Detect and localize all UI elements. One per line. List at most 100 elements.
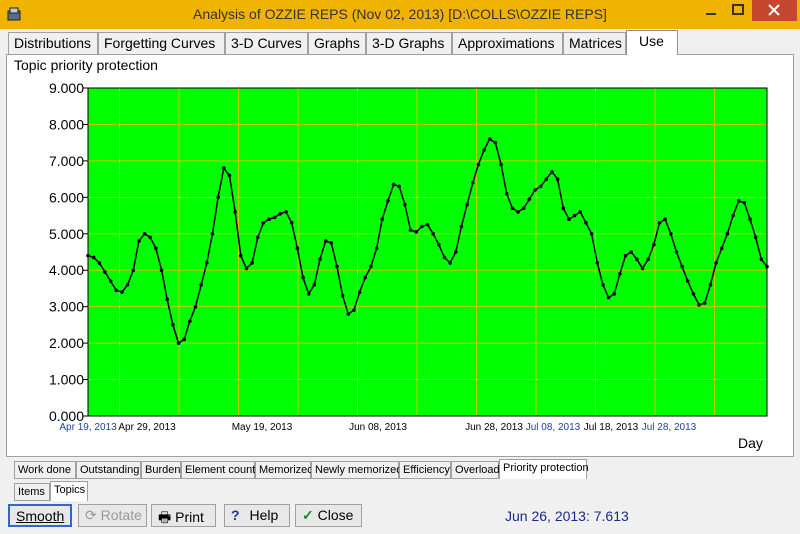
subtab-element-count[interactable]: Element count [181, 461, 255, 479]
data-point-110 [708, 283, 713, 287]
data-point-111 [714, 261, 718, 265]
subtab-overload[interactable]: Overload [451, 461, 500, 479]
tab-distributions[interactable]: Distributions [8, 32, 98, 54]
tab-forgetting-curves[interactable]: Forgetting Curves [98, 32, 225, 54]
y-tick-label-8: 8.000 [49, 116, 84, 132]
data-point-40 [312, 283, 317, 287]
data-point-84 [561, 206, 566, 211]
data-point-105 [680, 264, 684, 269]
tab-graphs[interactable]: Graphs [308, 32, 366, 54]
data-point-93 [612, 292, 617, 296]
x-tick-label-7: Jul 28, 2013 [642, 422, 697, 433]
data-point-1 [91, 255, 96, 260]
data-point-99 [646, 257, 650, 262]
subtab-efficiency[interactable]: Efficiency [399, 461, 451, 479]
subtab-work-done[interactable]: Work done [14, 461, 76, 479]
data-point-56 [403, 202, 407, 207]
tab-3d-graphs[interactable]: 3-D Graphs [366, 32, 452, 54]
data-point-85 [567, 217, 571, 221]
data-point-72 [493, 140, 498, 145]
subtab-priority-protection[interactable]: Priority protection [499, 459, 589, 479]
window-title: Analysis of OZZIE REPS (Nov 02, 2013) [D… [193, 6, 607, 22]
data-point-4 [108, 279, 113, 283]
data-point-7 [125, 283, 130, 287]
y-tick-label-7: 7.000 [49, 153, 84, 169]
data-point-46 [346, 312, 351, 316]
data-point-96 [629, 250, 633, 254]
data-point-55 [397, 184, 402, 189]
data-point-59 [420, 224, 424, 229]
tab-3d-curves[interactable]: 3-D Curves [225, 32, 308, 54]
data-point-47 [352, 308, 356, 313]
data-point-102 [663, 217, 667, 221]
help-button[interactable]: ? Help [224, 504, 290, 527]
checkmark-icon: ✓ [302, 507, 314, 523]
data-point-71 [487, 137, 492, 141]
data-point-28 [244, 266, 249, 271]
data-point-9 [137, 239, 141, 243]
data-point-65 [453, 250, 458, 254]
data-point-119 [759, 257, 764, 262]
data-point-90 [595, 261, 600, 265]
x-tick-label-0: Apr 19, 2013 [59, 422, 117, 433]
close-window-button[interactable] [752, 0, 797, 21]
data-point-109 [702, 301, 707, 305]
data-point-26 [233, 210, 237, 214]
data-point-117 [748, 217, 752, 221]
data-point-68 [470, 180, 475, 185]
smooth-button-label: Smooth [16, 508, 65, 524]
data-point-66 [459, 224, 464, 229]
data-point-50 [369, 264, 373, 269]
subtab-burden[interactable]: Burden [141, 461, 181, 479]
data-point-67 [465, 202, 469, 207]
data-point-45 [340, 293, 345, 298]
x-axis-label: Day [738, 435, 763, 451]
data-point-60 [425, 222, 430, 227]
data-point-41 [318, 257, 322, 262]
data-point-82 [550, 170, 554, 174]
data-point-36 [289, 221, 294, 225]
data-point-81 [544, 177, 549, 181]
subtab-items[interactable]: Items [14, 483, 50, 501]
rotate-button[interactable]: ⟳ Rotate [78, 504, 147, 527]
subtab-outstanding[interactable]: Outstanding [76, 461, 141, 479]
data-point-2 [97, 261, 102, 265]
y-tick-label-4: 4.000 [49, 262, 84, 278]
data-point-12 [154, 246, 158, 251]
data-point-115 [736, 199, 741, 203]
data-point-51 [374, 246, 379, 251]
data-point-78 [527, 197, 532, 201]
data-point-80 [538, 184, 543, 189]
data-point-39 [306, 292, 311, 296]
data-point-61 [431, 231, 435, 236]
maximize-icon [732, 4, 744, 15]
data-point-92 [606, 295, 611, 300]
tab-matrices[interactable]: Matrices [563, 32, 626, 54]
smooth-button[interactable]: Smooth [8, 504, 72, 527]
maximize-button[interactable] [725, 0, 752, 21]
app-icon[interactable] [6, 6, 22, 22]
data-point-31 [261, 221, 266, 225]
subtab-newly-memorized[interactable]: Newly memorized [311, 461, 402, 479]
x-tick-label-6: Jul 18, 2013 [584, 422, 639, 433]
data-point-107 [691, 292, 696, 296]
data-point-106 [685, 279, 690, 283]
data-point-62 [437, 242, 441, 247]
subtab-memorized[interactable]: Memorized [255, 461, 313, 479]
data-point-118 [753, 235, 758, 240]
help-button-label: Help [249, 507, 279, 523]
data-point-94 [618, 272, 622, 276]
data-point-49 [363, 275, 368, 280]
tab-use[interactable]: Use [626, 30, 678, 55]
data-point-73 [499, 162, 503, 167]
data-point-29 [250, 261, 254, 265]
data-point-114 [731, 213, 735, 218]
tab-approximations[interactable]: Approximations [452, 32, 563, 54]
print-button[interactable]: 🖶 Print [151, 504, 216, 527]
subtab-topics[interactable]: Topics [50, 481, 88, 501]
x-tick-label-2: May 19, 2013 [232, 422, 293, 433]
minimize-button[interactable] [697, 0, 725, 21]
minimize-icon [706, 13, 716, 15]
close-button[interactable]: ✓ Close [295, 504, 362, 527]
